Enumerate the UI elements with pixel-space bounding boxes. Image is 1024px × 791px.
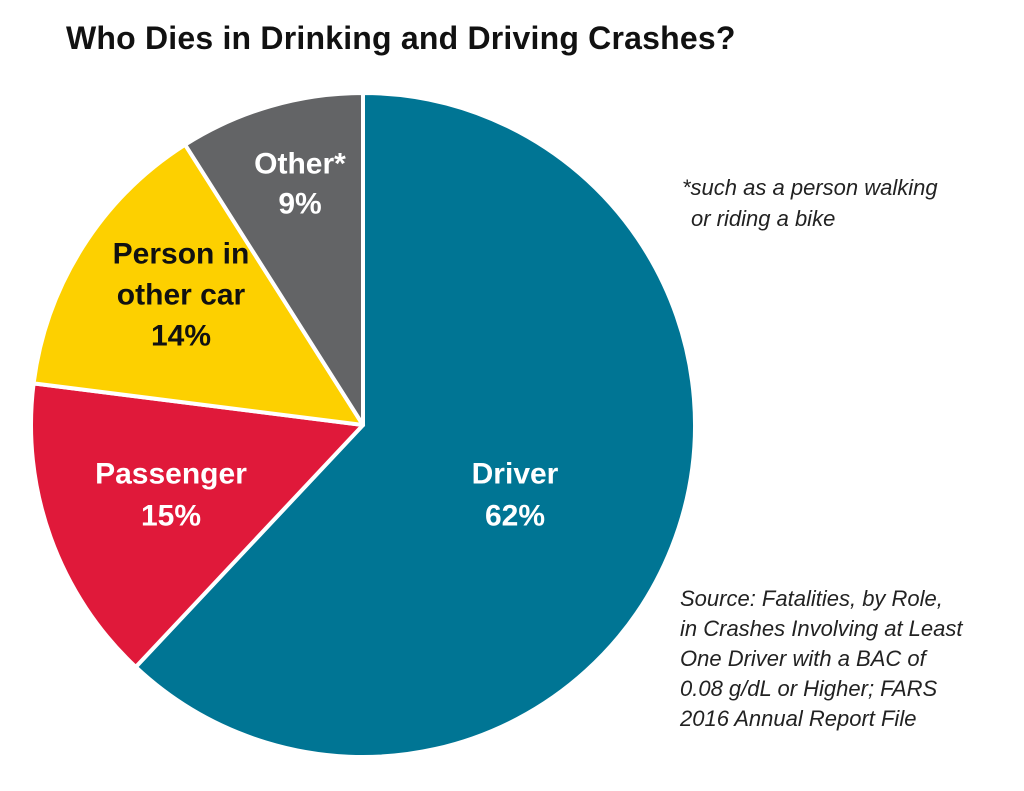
slice-value-label: 62% [485,500,545,533]
slice-value-label: 14% [151,320,211,353]
chart-title: Who Dies in Drinking and Driving Crashes… [66,20,736,56]
slice-category-label: other car [117,279,246,312]
slice-label-group: Other* 9% [254,148,346,221]
source-line: 0.08 g/dL or Higher; FARS [680,676,938,701]
footnote-line: or riding a bike [691,206,836,231]
slice-label-group: Person in other car 14% [113,238,250,353]
pie-slices [29,91,697,759]
source-note: Source: Fatalities, by Role, in Crashes … [680,584,963,734]
slice-category-label: Person in [113,238,250,271]
source-line: One Driver with a BAC of [680,646,926,671]
pie-slice-passenger [29,381,365,670]
source-line: Source: Fatalities, by Role, [680,586,943,611]
slice-label-group: Passenger 15% [95,458,247,533]
source-line: in Crashes Involving at Least [680,616,963,641]
slice-category-label: Driver [472,458,559,491]
slice-category-label: Other* [254,148,346,181]
footnote: *such as a person walking or riding a bi… [682,172,938,234]
pie-slice-driver [133,91,697,759]
slice-value-label: 9% [278,188,321,221]
footnote-line: *such as a person walking [682,175,938,200]
source-line: 2016 Annual Report File [680,706,917,731]
slice-label-group: Driver 62% [472,458,559,533]
slice-category-label: Passenger [95,458,247,491]
pie-slice-other [183,91,365,427]
pie-slice-person-in-other-car [31,142,365,427]
slice-value-label: 15% [141,500,201,533]
pie-labels: Driver 62% Passenger 15% Person in other car 1… [95,148,559,533]
